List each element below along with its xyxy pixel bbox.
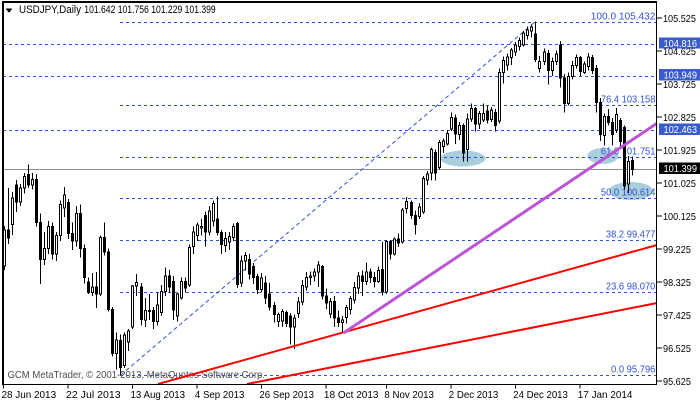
svg-text:100.0 105.432: 100.0 105.432 (591, 11, 656, 23)
svg-text:USDJPY,Daily: USDJPY,Daily (19, 4, 81, 16)
svg-text:102.825: 102.825 (663, 112, 696, 124)
svg-text:38.2 99.477: 38.2 99.477 (606, 229, 656, 241)
svg-text:23.6 98.070: 23.6 98.070 (606, 281, 656, 293)
svg-text:103.725: 103.725 (663, 79, 696, 91)
svg-text:101.925: 101.925 (663, 145, 696, 157)
svg-text:28 Jun 2013: 28 Jun 2013 (2, 389, 57, 401)
svg-text:101.025: 101.025 (663, 178, 696, 190)
svg-text:17 Jan 2014: 17 Jan 2014 (578, 389, 633, 401)
svg-text:2 Dec 2013: 2 Dec 2013 (449, 389, 499, 401)
svg-text:18 Oct 2013: 18 Oct 2013 (324, 389, 379, 401)
svg-text:103.949: 103.949 (664, 70, 698, 82)
svg-text:26 Sep 2013: 26 Sep 2013 (259, 389, 314, 401)
svg-text:22 Jul 2013: 22 Jul 2013 (66, 389, 121, 401)
svg-text:98.325: 98.325 (663, 277, 691, 289)
svg-text:4 Sep 2013: 4 Sep 2013 (195, 389, 245, 401)
svg-text:101.642 101.756 101.229 101.39: 101.642 101.756 101.229 101.399 (84, 4, 215, 16)
svg-text:99.225: 99.225 (663, 244, 691, 256)
svg-text:0.0 95.796: 0.0 95.796 (611, 364, 656, 376)
svg-text:101.399: 101.399 (664, 163, 698, 175)
svg-text:8 Nov 2013: 8 Nov 2013 (384, 389, 434, 401)
svg-text:105.525: 105.525 (663, 13, 696, 25)
svg-text:GCM MetaTrader, © 2001-2013, M: GCM MetaTrader, © 2001-2013, MetaQuotes … (8, 369, 266, 381)
svg-text:76.4 103.158: 76.4 103.158 (601, 94, 656, 106)
svg-text:102.463: 102.463 (664, 124, 698, 136)
svg-text:95.625: 95.625 (663, 376, 691, 388)
svg-text:104.816: 104.816 (664, 38, 698, 50)
svg-text:13 Aug 2013: 13 Aug 2013 (131, 389, 186, 401)
svg-text:96.525: 96.525 (663, 343, 691, 355)
svg-text:97.425: 97.425 (663, 310, 691, 322)
svg-text:61.8 101.751: 61.8 101.751 (601, 146, 656, 158)
svg-text:104.625: 104.625 (663, 46, 696, 58)
svg-text:24 Dec 2013: 24 Dec 2013 (513, 389, 568, 401)
svg-text:100.125: 100.125 (663, 211, 696, 223)
